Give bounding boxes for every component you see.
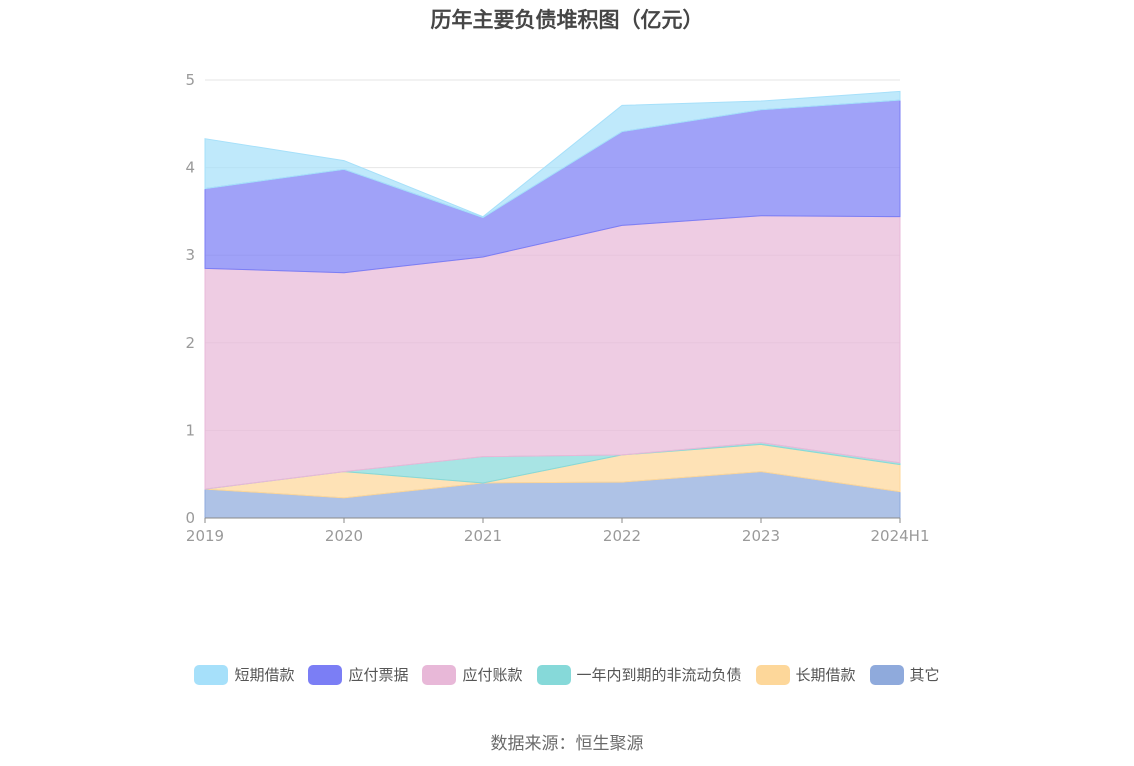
legend-item-short-term-loans[interactable]: 短期借款 bbox=[194, 664, 294, 685]
x-tick-label: 2024H1 bbox=[871, 527, 930, 545]
legend-swatch bbox=[869, 664, 904, 685]
legend: 短期借款 应付票据 应付账款 一年内到期的非流动负债 长期借款 其它 bbox=[0, 664, 1134, 685]
area-series-短期借款 bbox=[204, 90, 901, 219]
chart-title: 历年主要负债堆积图（亿元） bbox=[430, 8, 704, 32]
legend-label: 应付票据 bbox=[348, 666, 409, 684]
y-tick-label: 4 bbox=[185, 159, 195, 177]
legend-swatch bbox=[536, 664, 571, 685]
legend-swatch bbox=[308, 664, 343, 685]
y-tick-label: 5 bbox=[185, 71, 195, 89]
legend-label: 一年内到期的非流动负债 bbox=[576, 666, 742, 684]
y-tick-label: 0 bbox=[185, 509, 195, 527]
stacked-area-chart: 0 1 2 3 4 5 2019 2020 2021 2022 2023 2024H1 bbox=[185, 71, 929, 545]
legend-label: 其它 bbox=[909, 666, 940, 684]
y-tick-label: 3 bbox=[185, 246, 195, 264]
x-tick-label: 2022 bbox=[603, 527, 641, 545]
legend-label: 长期借款 bbox=[795, 666, 856, 684]
legend-label: 应付账款 bbox=[462, 666, 523, 684]
area-series bbox=[204, 90, 901, 519]
x-tick-label: 2019 bbox=[186, 527, 224, 545]
x-tick-label: 2023 bbox=[742, 527, 780, 545]
legend-item-notes-payable[interactable]: 应付票据 bbox=[308, 664, 408, 685]
legend-item-other[interactable]: 其它 bbox=[869, 664, 940, 685]
legend-label: 短期借款 bbox=[234, 666, 295, 684]
legend-swatch bbox=[755, 664, 790, 685]
legend-swatch bbox=[422, 664, 457, 685]
legend-item-accounts-payable[interactable]: 应付账款 bbox=[422, 664, 523, 685]
y-tick-label: 1 bbox=[185, 421, 195, 439]
data-source: 数据来源：恒生聚源 bbox=[490, 734, 644, 754]
legend-item-long-term-loans[interactable]: 长期借款 bbox=[755, 664, 856, 685]
legend-item-current-portion-noncurrent[interactable]: 一年内到期的非流动负债 bbox=[536, 664, 742, 685]
axes: 0 1 2 3 4 5 2019 2020 2021 2022 2023 2024H1 bbox=[185, 71, 929, 545]
y-tick-label: 2 bbox=[185, 334, 195, 352]
x-tick-label: 2020 bbox=[325, 527, 363, 545]
legend-swatch bbox=[194, 664, 229, 685]
x-tick-label: 2021 bbox=[464, 527, 502, 545]
